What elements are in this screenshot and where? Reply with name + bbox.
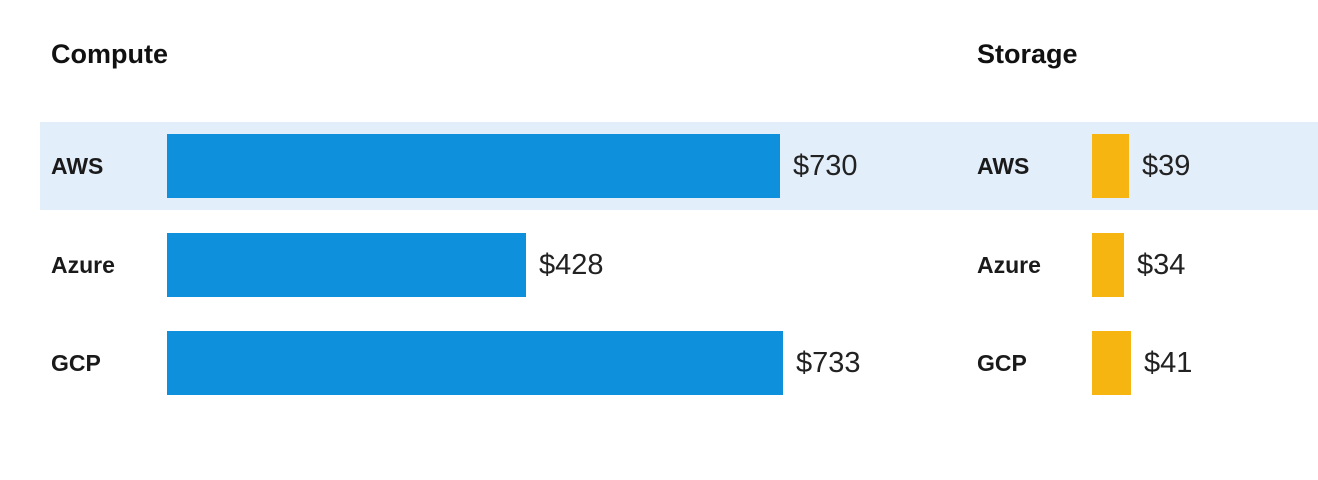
storage-category-label-azure: Azure (977, 252, 1041, 278)
compute-category-label-gcp: GCP (51, 350, 101, 376)
storage-bar-aws (1092, 134, 1129, 198)
storage-panel-title: Storage (977, 39, 1078, 69)
storage-category-label-gcp: GCP (977, 350, 1027, 376)
compute-value-label-gcp: $733 (796, 347, 861, 379)
compute-bar-azure (167, 233, 526, 297)
compute-category-label-azure: Azure (51, 252, 115, 278)
compute-bar-aws (167, 134, 780, 198)
storage-value-label-aws: $39 (1142, 150, 1191, 182)
compute-value-label-azure: $428 (539, 249, 604, 281)
compute-bar-gcp (167, 331, 783, 395)
compute-panel-title: Compute (51, 39, 168, 69)
storage-bar-gcp (1092, 331, 1131, 395)
storage-category-label-aws: AWS (977, 153, 1030, 179)
storage-bar-azure (1092, 233, 1124, 297)
compute-category-label-aws: AWS (51, 153, 104, 179)
storage-value-label-azure: $34 (1137, 249, 1186, 281)
storage-value-label-gcp: $41 (1144, 347, 1193, 379)
compute-value-label-aws: $730 (793, 150, 858, 182)
